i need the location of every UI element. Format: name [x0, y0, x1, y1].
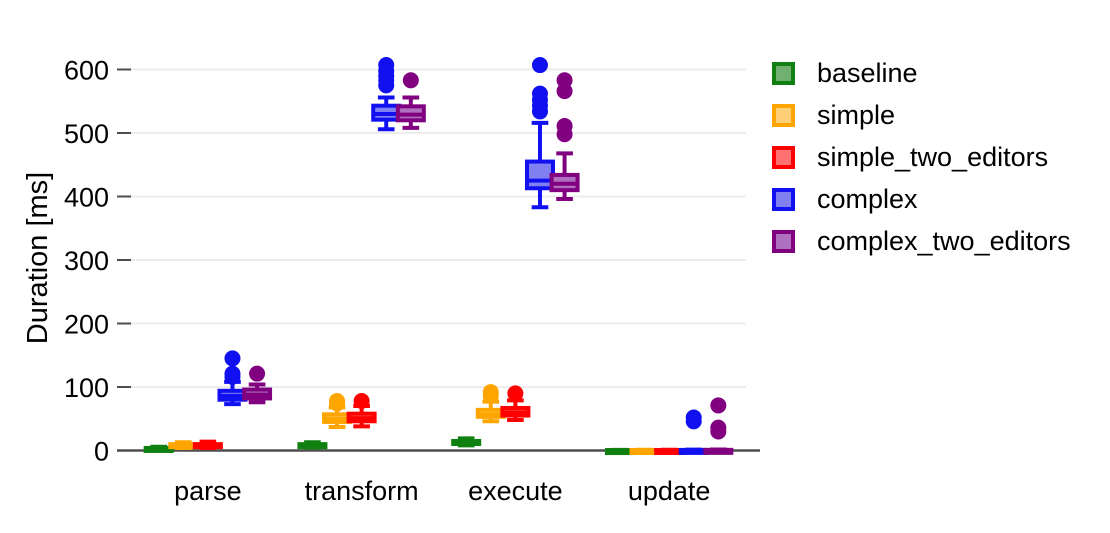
- box-update-complex_two_editors: [703, 397, 734, 455]
- box-parse-complex: [217, 350, 248, 407]
- legend-label-baseline: baseline: [817, 57, 918, 88]
- legend-label-complex: complex: [817, 183, 918, 214]
- box-update-simple: [629, 447, 660, 455]
- legend-label-simple_two_editors: simple_two_editors: [817, 141, 1049, 172]
- box-parse-simple: [168, 440, 199, 450]
- y-tick-label-500: 500: [64, 119, 109, 149]
- box-update-simple_two_editors: [654, 447, 685, 455]
- legend-swatch-simple_two_editors: [772, 145, 795, 169]
- box-transform-simple: [322, 392, 353, 430]
- box-transform-baseline: [297, 440, 328, 450]
- box-transform-complex: [371, 57, 402, 132]
- legend-swatch-complex_two_editors: [772, 229, 795, 253]
- y-tick-label-100: 100: [64, 373, 109, 403]
- legend-swatch-simple: [772, 103, 795, 127]
- box-parse-complex_two_editors: [242, 365, 273, 405]
- y-axis-title: Duration [ms]: [22, 172, 54, 344]
- legend-swatch-complex: [772, 187, 795, 211]
- box-parse-simple_two_editors: [192, 439, 223, 450]
- box-execute-baseline: [451, 436, 482, 448]
- legend-item-baseline[interactable]: baseline: [772, 52, 1102, 94]
- legend-item-simple_two_editors[interactable]: simple_two_editors: [772, 136, 1102, 178]
- y-tick-label-400: 400: [64, 183, 109, 213]
- box-transform-simple_two_editors: [346, 392, 377, 429]
- box-execute-simple_two_editors: [500, 385, 531, 423]
- box-parse-baseline: [143, 444, 174, 453]
- legend-label-complex_two_editors: complex_two_editors: [817, 225, 1071, 256]
- y-tick-label-0: 0: [94, 437, 109, 467]
- legend-item-complex[interactable]: complex: [772, 178, 1102, 220]
- box-execute-simple: [475, 384, 506, 424]
- x-category-label-transform: transform: [305, 476, 419, 506]
- legend-item-complex_two_editors[interactable]: complex_two_editors: [772, 220, 1102, 262]
- box-transform-complex_two_editors: [395, 72, 426, 130]
- x-category-label-update: update: [628, 476, 711, 506]
- x-category-label-parse: parse: [174, 476, 242, 506]
- legend-swatch-baseline: [772, 61, 795, 85]
- box-update-complex: [678, 409, 709, 455]
- box-execute-complex_two_editors: [549, 72, 580, 202]
- box-execute-complex: [524, 57, 555, 210]
- y-tick-label-300: 300: [64, 246, 109, 276]
- legend-label-simple: simple: [817, 99, 896, 130]
- y-tick-label-600: 600: [64, 56, 109, 86]
- y-tick-label-200: 200: [64, 310, 109, 340]
- legend-item-simple[interactable]: simple: [772, 94, 1102, 136]
- box-update-baseline: [604, 447, 635, 456]
- x-category-label-execute: execute: [468, 476, 563, 506]
